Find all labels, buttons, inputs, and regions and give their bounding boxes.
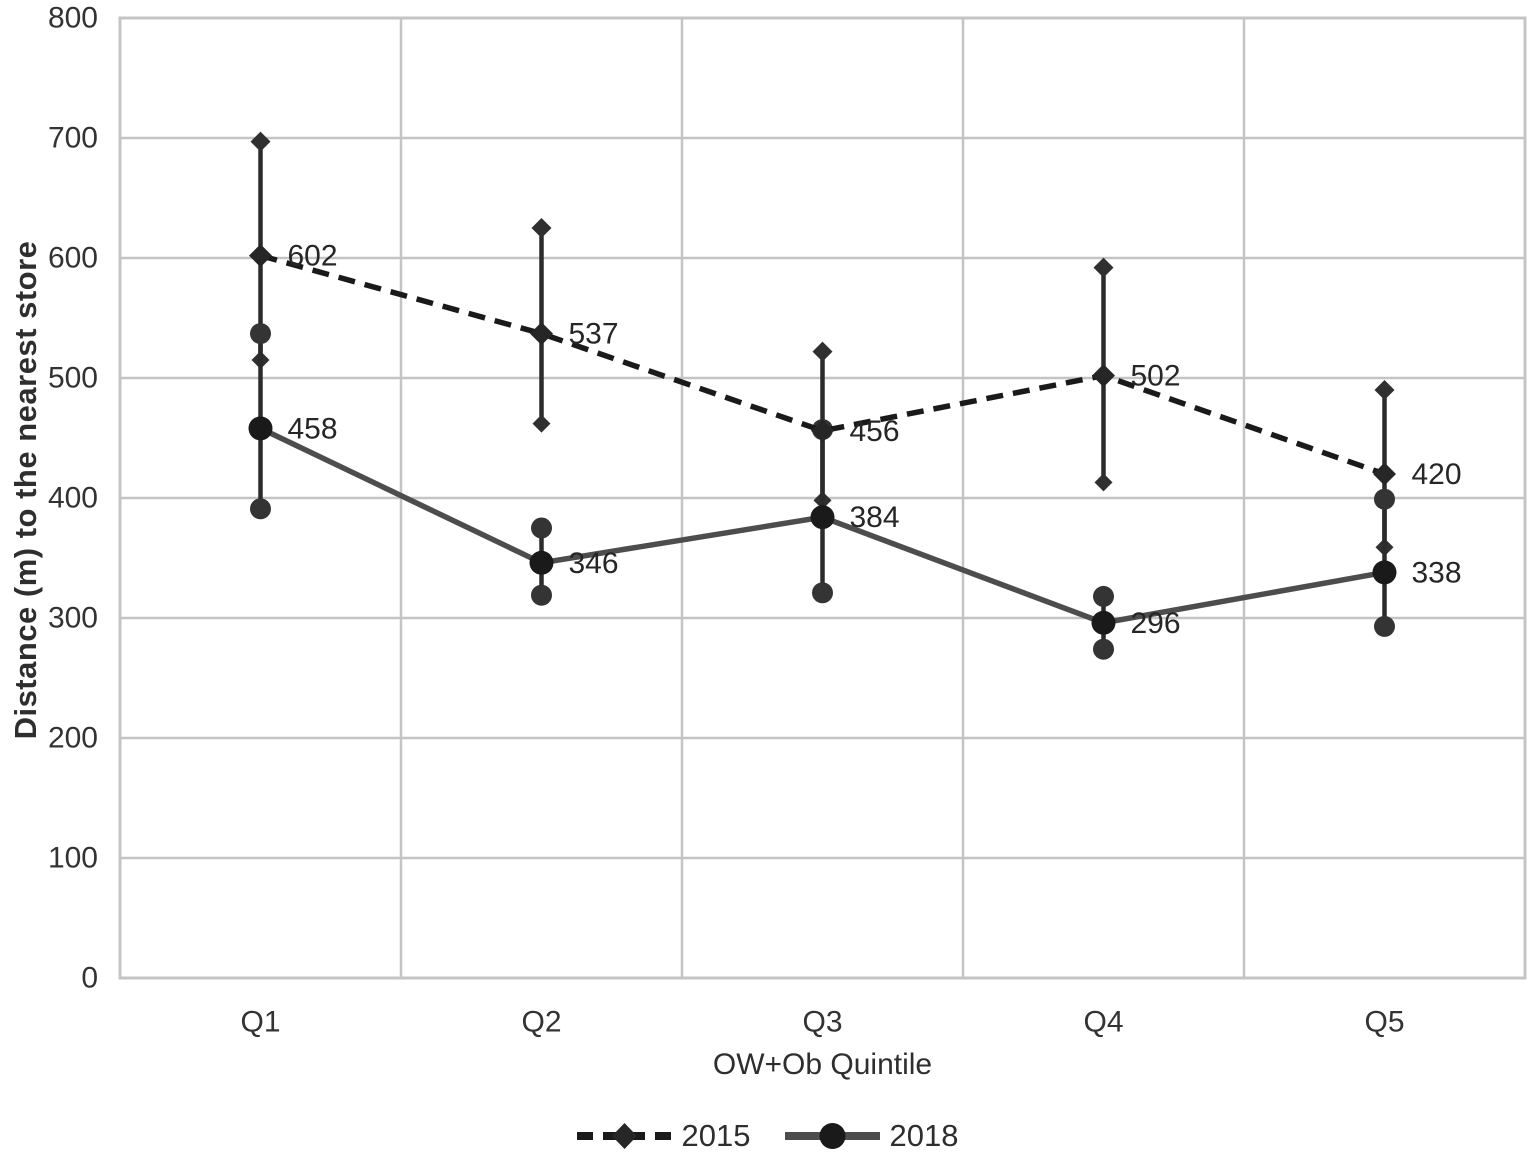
data-label: 296 [1131, 607, 1181, 640]
legend-marker-circle [819, 1123, 845, 1149]
error-cap-circle [250, 323, 271, 345]
data-label: 502 [1131, 360, 1181, 393]
data-label: 384 [850, 501, 900, 534]
y-tick-labels: 0 100 200 300 400 500 600 700 800 [48, 2, 98, 995]
marker-diamond [1373, 462, 1396, 486]
error-cap-diamond [1374, 380, 1395, 400]
error-cap-circle [250, 498, 271, 520]
error-cap-diamond [531, 218, 552, 238]
x-tick-label: Q1 [240, 1006, 280, 1039]
data-label: 537 [569, 318, 619, 351]
legend-item-2018: 2018 [784, 1118, 959, 1154]
marker-circle [529, 550, 554, 575]
y-tick-label: 200 [48, 722, 98, 755]
marker-circle [810, 505, 835, 530]
error-cap-diamond [1094, 473, 1113, 492]
y-tick-label: 700 [48, 122, 98, 155]
legend-item-2015: 2015 [576, 1118, 751, 1154]
x-tick-label: Q5 [1364, 1006, 1404, 1039]
error-cap-circle [1093, 638, 1114, 660]
marker-diamond [530, 322, 553, 346]
y-tick-label: 0 [81, 962, 98, 995]
x-tick-label: Q3 [802, 1006, 842, 1039]
data-labels-2015: 602 537 456 502 420 [288, 240, 1462, 491]
marker-circle [1372, 560, 1397, 585]
data-label: 602 [288, 240, 338, 273]
marker-diamond [811, 419, 834, 443]
legend-label: 2018 [889, 1118, 959, 1153]
y-tick-label: 300 [48, 602, 98, 635]
marker-diamond [1092, 364, 1115, 388]
x-axis-title: OW+Ob Quintile [712, 1048, 933, 1081]
data-label: 458 [288, 412, 338, 445]
y-tick-label: 400 [48, 482, 98, 515]
y-tick-label: 800 [48, 2, 98, 35]
marker-circle [1091, 610, 1116, 635]
x-tick-label: Q2 [521, 1006, 561, 1039]
marker-circle [248, 416, 273, 441]
plot-border [118, 16, 1527, 980]
y-axis-title: Distance (m) to the nearest store [8, 240, 43, 740]
legend-sample-dashed [576, 1123, 672, 1149]
marker-diamond [249, 244, 272, 268]
error-bars [250, 131, 1395, 660]
error-cap-diamond [250, 131, 271, 152]
error-cap-diamond [532, 414, 551, 433]
data-label: 456 [850, 415, 900, 448]
data-label: 346 [569, 547, 619, 580]
y-tick-label: 600 [48, 242, 98, 275]
series-line-2015 [259, 252, 1386, 477]
legend-marker-diamond [611, 1123, 637, 1149]
error-cap-circle [1093, 585, 1114, 607]
y-tick-label: 100 [48, 842, 98, 875]
error-cap-circle [531, 584, 552, 606]
data-label: 420 [1412, 458, 1462, 491]
error-cap-diamond [1093, 257, 1114, 278]
x-tick-label: Q4 [1083, 1006, 1123, 1039]
error-cap-circle [1374, 615, 1395, 637]
error-cap-circle [531, 517, 552, 539]
data-label: 338 [1412, 556, 1462, 589]
series-markers-2015 [249, 244, 1396, 486]
error-cap-circle [812, 582, 833, 604]
error-cap-diamond [812, 341, 833, 362]
legend-label: 2015 [681, 1118, 751, 1153]
error-cap-circle [1374, 488, 1395, 510]
legend-sample-solid [784, 1123, 880, 1149]
y-tick-label: 500 [48, 362, 98, 395]
x-tick-labels: Q1 Q2 Q3 Q4 Q5 [240, 1006, 1404, 1039]
series-markers-2018 [248, 416, 1397, 635]
legend: 2015 2018 [0, 1118, 1535, 1154]
data-labels-2018: 458 346 384 296 338 [288, 412, 1462, 639]
